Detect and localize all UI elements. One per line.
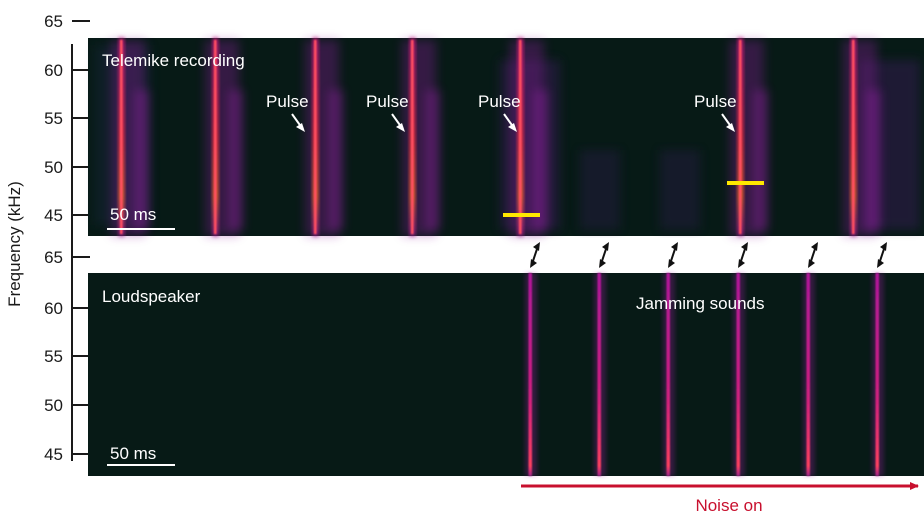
- y-tick-label: 50: [44, 158, 63, 177]
- bat-pulse: [111, 38, 149, 236]
- y-ticks: 65 60 55 50 45 65 60 55 50 45: [44, 12, 90, 464]
- pulse-arrowhead-icon: [726, 123, 735, 132]
- pulse-annotation-4: Pulse: [694, 92, 737, 132]
- bat-pulse: [402, 38, 440, 236]
- pulse-arrowhead-icon: [396, 123, 405, 132]
- y-tick-label: 65: [44, 12, 63, 31]
- jamming-sound: [803, 273, 815, 476]
- pulse-arrowhead-icon: [296, 123, 305, 132]
- bat-pulse: [730, 38, 768, 236]
- pulse-arrowhead-icon: [508, 123, 517, 132]
- yellow-marker: [727, 181, 764, 185]
- double-arrow-icon: [808, 242, 818, 268]
- bottom-panel-background: [88, 273, 924, 476]
- double-arrow-icon: [668, 242, 678, 268]
- double-arrow-icon: [877, 242, 887, 268]
- jamming-sound: [525, 273, 537, 476]
- jamming-sound: [733, 273, 745, 476]
- y-tick-label: 65: [44, 248, 63, 267]
- pulse-label: Pulse: [478, 92, 521, 111]
- pulse-annotation-1: Pulse: [266, 92, 309, 132]
- pulse-label: Pulse: [366, 92, 409, 111]
- y-axis-label: Frequency (kHz): [5, 181, 24, 307]
- jamming-sound: [663, 273, 675, 476]
- double-arrow-icon: [599, 242, 609, 268]
- scale-bar-label: 50 ms: [110, 205, 156, 224]
- scale-bar-label: 50 ms: [110, 444, 156, 463]
- y-tick-label: 45: [44, 206, 63, 225]
- y-tick-label: 55: [44, 347, 63, 366]
- bat-pulse: [510, 38, 548, 236]
- pulse-label: Pulse: [266, 92, 309, 111]
- bat-pulse: [843, 38, 881, 236]
- y-tick-label: 45: [44, 445, 63, 464]
- yellow-marker: [503, 213, 540, 217]
- y-tick-label: 60: [44, 61, 63, 80]
- link-arrows: [530, 242, 887, 268]
- y-tick-label: 50: [44, 396, 63, 415]
- noise-on-label: Noise on: [695, 496, 762, 512]
- top-pulses: [111, 38, 881, 236]
- y-tick-label: 60: [44, 299, 63, 318]
- top-scale-bar: 50 ms: [107, 205, 175, 230]
- bat-pulse: [305, 38, 343, 236]
- jamming-label: Jamming sounds: [636, 294, 765, 313]
- bat-pulse: [205, 38, 243, 236]
- pulse-label: Pulse: [694, 92, 737, 111]
- jamming-sound: [872, 273, 884, 476]
- pulse-annotation-3: Pulse: [478, 92, 521, 132]
- bottom-scale-bar: 50 ms: [107, 444, 175, 466]
- top-panel-title: Telemike recording: [102, 51, 245, 70]
- pulse-annotation-2: Pulse: [366, 92, 409, 132]
- bottom-panel-title: Loudspeaker: [102, 287, 201, 306]
- y-tick-label: 55: [44, 109, 63, 128]
- double-arrow-icon: [530, 242, 540, 268]
- double-arrow-icon: [738, 242, 748, 268]
- jamming-sound: [594, 273, 606, 476]
- jamming-pulses: [525, 273, 884, 476]
